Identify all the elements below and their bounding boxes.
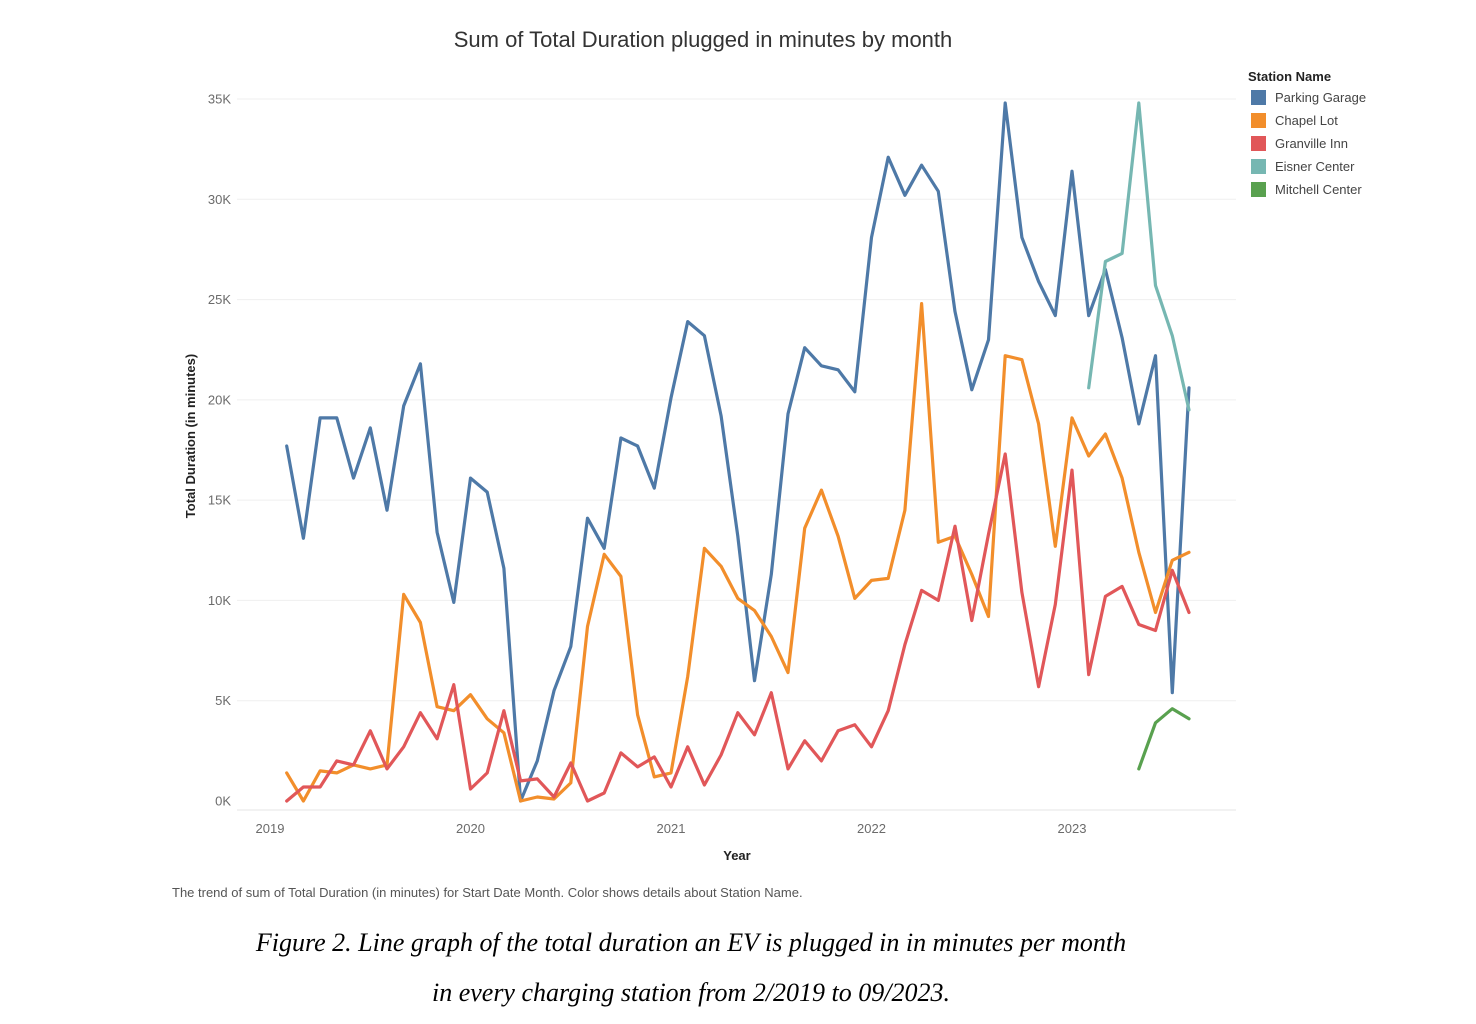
figure-caption-line-2: in every charging station from 2/2019 to… [432,978,950,1007]
x-tick-label: 2019 [256,821,285,836]
series-line-chapel-lot [285,302,1191,803]
x-tick-label: 2023 [1058,821,1087,836]
x-axis-ticks: 2019 2020 2021 2022 2023 [256,821,1087,836]
y-tick-label: 5K [215,693,231,708]
legend: Station Name Parking Garage Chapel Lot Gra… [1248,69,1366,197]
grid-lines [237,98,1236,702]
legend-title: Station Name [1248,69,1331,84]
legend-swatch-eisner-center [1251,159,1266,174]
legend-label-eisner-center: Eisner Center [1275,159,1355,174]
x-tick-label: 2021 [657,821,686,836]
y-tick-label: 0K [215,794,231,809]
figure-caption-line-1: Figure 2. Line graph of the total durati… [255,928,1126,957]
legend-swatch-granville-inn [1251,136,1266,151]
x-axis-label: Year [723,848,750,863]
series-line-parking-garage [285,101,1191,803]
x-tick-label: 2020 [456,821,485,836]
y-axis-ticks: 0K 5K 10K 15K 20K 25K 30K 35K [208,92,231,809]
y-tick-label: 35K [208,92,231,107]
y-tick-label: 10K [208,593,231,608]
chart-footnote: The trend of sum of Total Duration (in m… [172,885,803,900]
legend-label-granville-inn: Granville Inn [1275,136,1348,151]
y-tick-label: 30K [208,192,231,207]
x-tick-label: 2022 [857,821,886,836]
y-tick-label: 25K [208,292,231,307]
series-line-granville-inn [285,452,1191,803]
legend-label-parking-garage: Parking Garage [1275,90,1366,105]
legend-items: Parking Garage Chapel Lot Granville Inn Eis… [1251,90,1366,197]
y-tick-label: 20K [208,392,231,407]
series-lines [285,101,1191,803]
legend-label-mitchell-center: Mitchell Center [1275,182,1362,197]
legend-swatch-chapel-lot [1251,113,1266,128]
legend-swatch-mitchell-center [1251,182,1266,197]
legend-swatch-parking-garage [1251,90,1266,105]
y-tick-label: 15K [208,493,231,508]
series-line-mitchell-center [1137,707,1191,771]
chart-title: Sum of Total Duration plugged in minutes… [454,27,953,52]
legend-label-chapel-lot: Chapel Lot [1275,113,1338,128]
series-line-eisner-center [1087,101,1191,412]
y-axis-label: Total Duration (in minutes) [183,354,198,518]
